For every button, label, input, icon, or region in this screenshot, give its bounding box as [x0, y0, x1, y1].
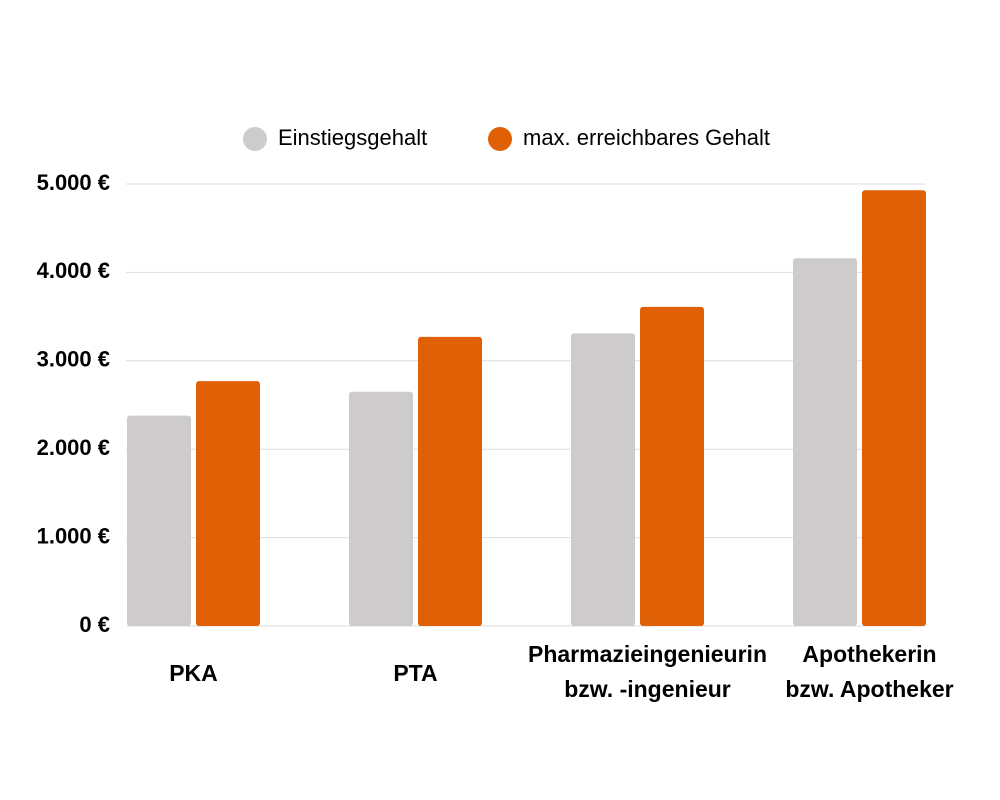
bar [349, 391, 413, 626]
bar [640, 306, 704, 626]
legend-label: Einstiegsgehalt [278, 125, 427, 150]
y-tick-label: 1.000 € [37, 523, 110, 548]
y-tick-label: 5.000 € [37, 170, 110, 195]
legend-marker [243, 127, 267, 151]
bar [196, 381, 260, 626]
x-tick-label: PKA [169, 660, 218, 686]
bar [793, 258, 857, 626]
bar [127, 415, 191, 626]
x-tick-label: Apothekerin [802, 641, 936, 667]
y-tick-label: 2.000 € [37, 435, 110, 460]
x-tick-label: Pharmazieingenieurin [528, 641, 767, 667]
bar [862, 190, 926, 627]
x-tick-label: bzw. -ingenieur [564, 676, 731, 702]
bar [571, 333, 635, 626]
y-tick-label: 0 € [79, 612, 110, 637]
legend-marker [488, 127, 512, 151]
y-tick-label: 4.000 € [37, 258, 110, 283]
x-tick-label: PTA [393, 660, 437, 686]
x-tick-label: bzw. Apotheker [785, 676, 953, 702]
bar [418, 336, 482, 626]
legend-label: max. erreichbares Gehalt [523, 125, 770, 150]
y-tick-label: 3.000 € [37, 347, 110, 372]
